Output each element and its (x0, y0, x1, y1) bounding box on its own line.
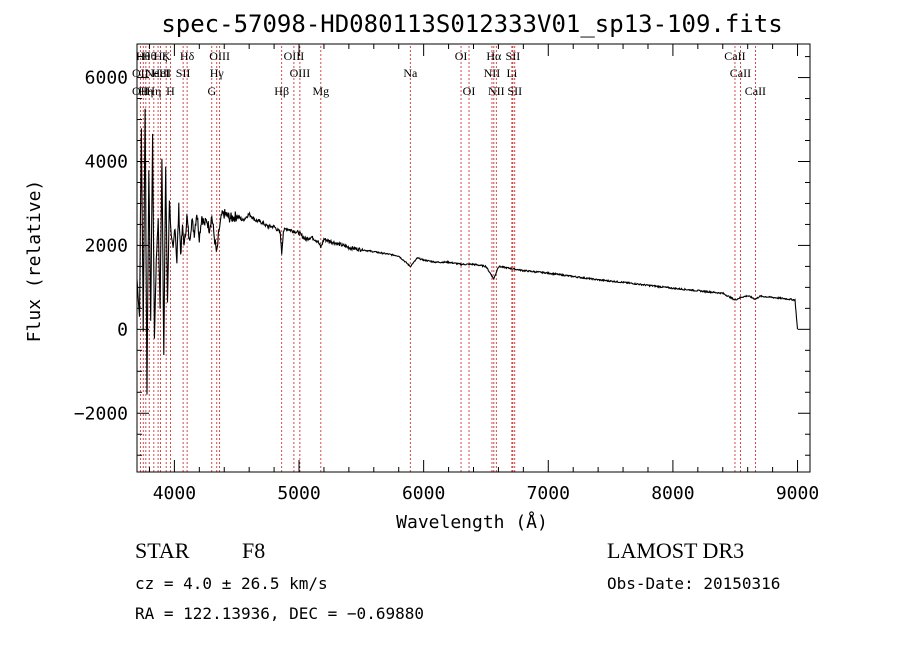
y-tick-label: 6000 (85, 68, 128, 89)
y-tick-label: 2000 (85, 235, 128, 256)
line-marker-label: SII (506, 49, 521, 63)
obs-date: Obs-Date: 20150316 (607, 574, 780, 593)
line-marker-label: OIII (290, 66, 311, 80)
line-marker-label: SII (176, 66, 191, 80)
chart-title: spec-57098-HD080113S012333V01_sp13-109.f… (161, 10, 782, 38)
line-marker-label: Hβ (274, 84, 289, 98)
line-marker-label: OIII (209, 49, 230, 63)
line-marker-label: OIII (284, 49, 305, 63)
line-marker-label: Hγ (210, 66, 225, 80)
line-marker-label: K (162, 49, 171, 63)
spectrum-line (136, 108, 799, 395)
line-marker-label: OII (132, 66, 149, 80)
y-axis-ticks: −2000 0 2000 4000 6000 (74, 56, 810, 456)
line-marker-label: G (207, 84, 216, 98)
line-marker-label: NII (488, 84, 505, 98)
line-marker-label: Na (403, 66, 418, 80)
x-tick-label: 8000 (651, 483, 694, 504)
x-tick-label: 4000 (153, 483, 196, 504)
redshift-text: cz = 4.0 ± 26.5 km/s (135, 574, 328, 593)
line-marker-label: OI (463, 84, 476, 98)
line-marker-label: NeIII (145, 66, 171, 80)
line-marker-group (139, 46, 756, 472)
line-marker-label: OII (132, 84, 149, 98)
y-tick-label: 0 (117, 319, 128, 340)
line-marker-label: HeI (152, 66, 170, 80)
line-marker-label: CaII (745, 84, 766, 98)
x-tick-label: 7000 (527, 483, 570, 504)
line-marker-label: SII (507, 84, 522, 98)
line-marker-label: Li (507, 66, 518, 80)
y-tick-label: −2000 (74, 403, 128, 424)
line-marker-label: Hθ (136, 49, 151, 63)
line-marker-label: Hη (146, 84, 161, 98)
object-class: STAR (135, 538, 190, 563)
line-marker-label: NII (484, 66, 501, 80)
line-marker-label: H (166, 84, 175, 98)
x-axis-ticks: 4000 5000 6000 7000 8000 9000 (148, 44, 819, 504)
x-tick-label: 5000 (277, 483, 320, 504)
x-axis-label: Wavelength (Å) (396, 511, 548, 533)
line-marker-label: CaII (724, 49, 745, 63)
line-marker-label: Hα (486, 49, 502, 63)
line-marker-label: Hθ (142, 49, 157, 63)
line-marker-label: OI (455, 49, 468, 63)
line-marker-label: Mg (312, 84, 329, 98)
x-tick-label: 6000 (402, 483, 445, 504)
plot-frame (136, 43, 811, 473)
x-tick-label: 9000 (776, 483, 819, 504)
line-marker-labels: OIIOIIHθHηHθHηNeIIIHζHeIKHSIIHδGHγOIIIHβ… (132, 49, 766, 98)
y-axis-label: Flux (relative) (24, 180, 45, 343)
y-tick-label: 4000 (85, 151, 128, 172)
line-marker-label: Hη (138, 84, 153, 98)
survey-name: LAMOST DR3 (607, 538, 744, 563)
line-marker-label: Hζ (154, 49, 168, 63)
line-marker-label: Hδ (180, 49, 195, 63)
line-marker-label: CaII (730, 66, 751, 80)
object-subclass: F8 (242, 538, 265, 563)
coordinates-text: RA = 122.13936, DEC = −0.69880 (135, 604, 424, 623)
